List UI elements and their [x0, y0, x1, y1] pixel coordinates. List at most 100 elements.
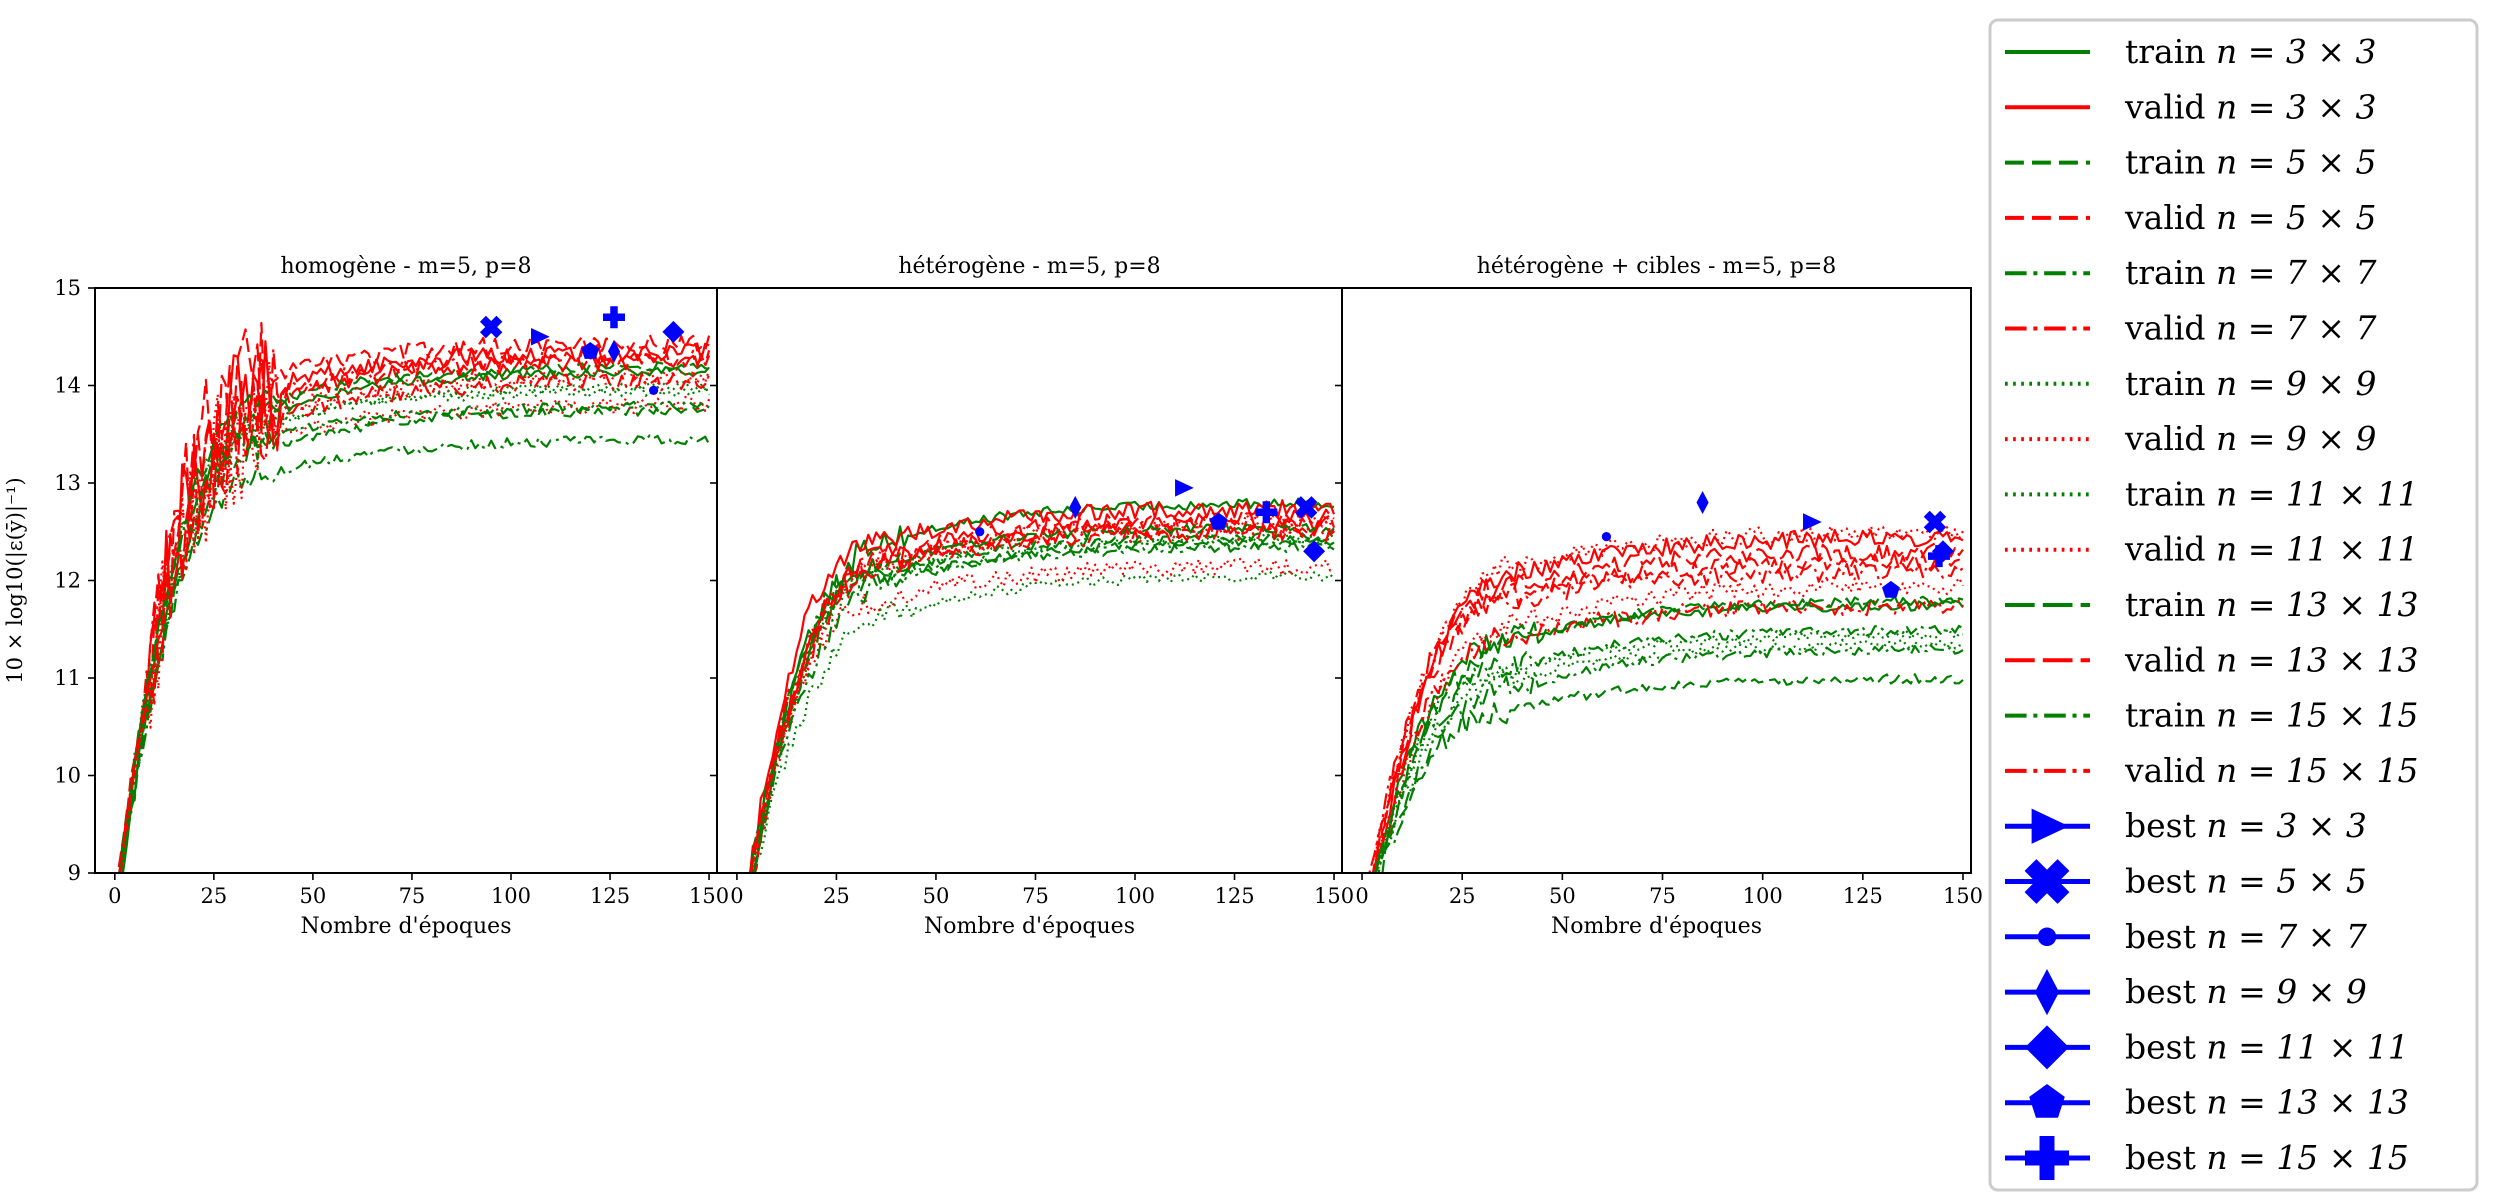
series-line-12 [119, 343, 711, 873]
series-line-12 [748, 508, 1335, 873]
x-tick-label: 150 [1314, 884, 1354, 908]
series-line-9 [119, 380, 710, 873]
series-line-14 [749, 523, 1335, 873]
series-line-1 [1375, 599, 1964, 873]
x-tick-label: 125 [590, 884, 630, 908]
y-tick-label: 14 [54, 374, 81, 398]
legend-label: train n = 5 × 5 [2125, 143, 2377, 182]
legend-entry: train n = 5 × 5 [2005, 143, 2377, 182]
axes-frame [716, 287, 1343, 874]
legend-entry: train n = 11 × 11 [2005, 474, 2419, 513]
legend-label: train n = 7 × 7 [2125, 253, 2377, 292]
x-tick-label: 25 [1449, 884, 1476, 908]
legend-entry: best n = 13 × 13 [2005, 1083, 2409, 1122]
subplot-title: homogène - m=5, p=8 [280, 254, 531, 279]
best-marker-7 [1927, 545, 1950, 568]
best-marker-4 [1696, 490, 1709, 515]
series-line-1 [121, 366, 710, 873]
x-tick-label: 0 [108, 884, 121, 908]
series-line-8 [118, 360, 711, 873]
legend-label: valid n = 7 × 7 [2124, 309, 2377, 348]
series-line-7 [119, 385, 711, 873]
legend-label: best n = 13 × 13 [2125, 1083, 2409, 1122]
legend-label: best n = 11 × 11 [2125, 1027, 2409, 1066]
legend-entry: valid n = 7 × 7 [2005, 309, 2377, 348]
legend-marker-swatch [2034, 969, 2060, 1016]
y-tick-label: 13 [54, 471, 81, 495]
legend-marker-swatch [2029, 1084, 2065, 1118]
x-tick-label: 25 [200, 884, 227, 908]
legend-label: best n = 9 × 9 [2125, 972, 2367, 1011]
x-tick-label: 75 [399, 884, 426, 908]
y-tick-label: 10 [54, 764, 81, 788]
legend-label: valid n = 9 × 9 [2124, 419, 2377, 458]
legend-label: train n = 11 × 11 [2125, 474, 2419, 513]
best-marker-1 [1803, 513, 1822, 531]
best-marker-5 [662, 320, 685, 343]
series-line-7 [753, 570, 1335, 873]
subplot-title: hétérogène - m=5, p=8 [898, 254, 1160, 279]
series-line-6 [749, 518, 1335, 873]
series-line-13 [1375, 624, 1964, 873]
best-marker-3 [648, 385, 659, 395]
legend-entry: best n = 7 × 7 [2005, 917, 2367, 956]
series-line-12 [1371, 542, 1964, 873]
legend-entry: train n = 15 × 15 [2005, 696, 2419, 735]
best-marker-6 [1882, 580, 1900, 598]
legend-entry: best n = 5 × 5 [2005, 859, 2367, 904]
legend-box [1988, 18, 2479, 1192]
series-line-8 [1373, 576, 1964, 873]
legend-entry: valid n = 9 × 9 [2005, 419, 2377, 458]
series-line-10 [752, 513, 1335, 873]
legend-marker-swatch [2025, 1025, 2069, 1070]
best-marker-4 [607, 339, 621, 363]
x-tick-label: 125 [1214, 884, 1254, 908]
best-marker-5 [1303, 540, 1326, 563]
series-line-10 [1373, 524, 1964, 873]
series-line-11 [1373, 595, 1964, 873]
best-marker-2 [1923, 510, 1947, 534]
x-tick-label: 100 [1743, 884, 1783, 908]
series-line-10 [119, 388, 711, 873]
legend-entry: valid n = 15 × 15 [2005, 751, 2419, 790]
x-axis-label: Nombre d'époques [924, 914, 1135, 939]
legend-entry: train n = 7 × 7 [2005, 253, 2377, 292]
legend-marker-swatch [2031, 808, 2069, 844]
legend-marker-swatch [2024, 859, 2070, 904]
best-marker-2 [479, 315, 503, 339]
series-line-2 [749, 499, 1336, 873]
legend-entry: best n = 15 × 15 [2005, 1136, 2409, 1180]
series-line-14 [117, 372, 711, 868]
x-tick-label: 50 [1549, 884, 1576, 908]
series-line-11 [118, 361, 710, 873]
legend-label: best n = 15 × 15 [2125, 1138, 2409, 1177]
y-tick-label: 11 [54, 666, 81, 690]
x-axis-label: Nombre d'époques [300, 914, 511, 939]
y-axis-label: 10 × log10(|ε(ȳ)|⁻¹) [3, 477, 28, 683]
legend-label: valid n = 15 × 15 [2124, 751, 2419, 790]
best-marker-7 [1255, 501, 1278, 524]
series-line-13 [119, 400, 710, 873]
legend-label: train n = 3 × 3 [2125, 32, 2377, 71]
legend-entry: best n = 9 × 9 [2005, 969, 2367, 1016]
legend-entry: valid n = 13 × 13 [2005, 640, 2419, 679]
legend-entry: best n = 3 × 3 [2005, 806, 2367, 845]
best-marker-2 [1294, 496, 1318, 519]
best-marker-6 [581, 342, 600, 359]
series-line-5 [1377, 644, 1964, 873]
x-tick-label: 0 [730, 884, 743, 908]
best-marker-3 [1601, 532, 1612, 542]
series-line-1 [752, 497, 1335, 873]
series-line-5 [119, 434, 711, 873]
best-marker-4 [1069, 495, 1082, 519]
x-tick-label: 125 [1843, 884, 1883, 908]
legend-label: train n = 13 × 13 [2125, 585, 2419, 624]
legend-label: train n = 15 × 15 [2125, 696, 2419, 735]
series-line-3 [119, 404, 710, 873]
x-tick-label: 75 [1022, 884, 1049, 908]
series-line-3 [1381, 673, 1964, 873]
legend-label: best n = 5 × 5 [2125, 862, 2367, 901]
legend-label: best n = 3 × 3 [2125, 806, 2367, 845]
legend: train n = 3 × 3 valid n = 3 × 3 train n = … [1988, 18, 2479, 1192]
